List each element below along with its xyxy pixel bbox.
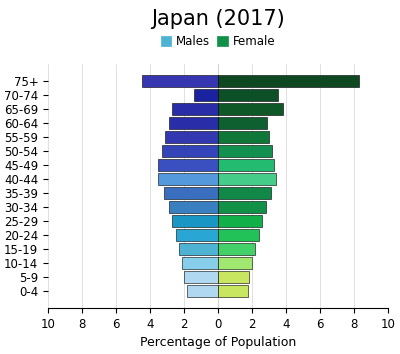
- Bar: [218, 243, 256, 255]
- Title: Japan (2017): Japan (2017): [151, 9, 285, 29]
- Bar: [176, 229, 218, 241]
- Bar: [218, 131, 269, 143]
- Bar: [218, 89, 278, 101]
- Bar: [186, 285, 218, 297]
- Bar: [165, 131, 218, 143]
- Bar: [158, 159, 218, 171]
- Bar: [169, 201, 218, 213]
- Bar: [169, 117, 218, 129]
- Bar: [158, 173, 218, 185]
- Bar: [172, 215, 218, 227]
- Bar: [164, 187, 218, 199]
- Bar: [218, 201, 266, 213]
- Bar: [142, 75, 218, 87]
- Bar: [194, 89, 218, 101]
- Bar: [218, 257, 252, 269]
- Bar: [172, 103, 218, 115]
- Bar: [218, 117, 267, 129]
- Bar: [218, 215, 262, 227]
- X-axis label: Percentage of Population: Percentage of Population: [140, 336, 296, 349]
- Bar: [182, 257, 218, 269]
- Bar: [218, 285, 248, 297]
- Bar: [162, 145, 218, 157]
- Bar: [218, 187, 271, 199]
- Bar: [218, 173, 276, 185]
- Bar: [218, 145, 272, 157]
- Bar: [179, 243, 218, 255]
- Bar: [218, 229, 259, 241]
- Bar: [218, 271, 250, 283]
- Bar: [218, 159, 274, 171]
- Bar: [218, 103, 282, 115]
- Bar: [218, 75, 359, 87]
- Legend: Males, Female: Males, Female: [156, 30, 280, 53]
- Bar: [184, 271, 218, 283]
